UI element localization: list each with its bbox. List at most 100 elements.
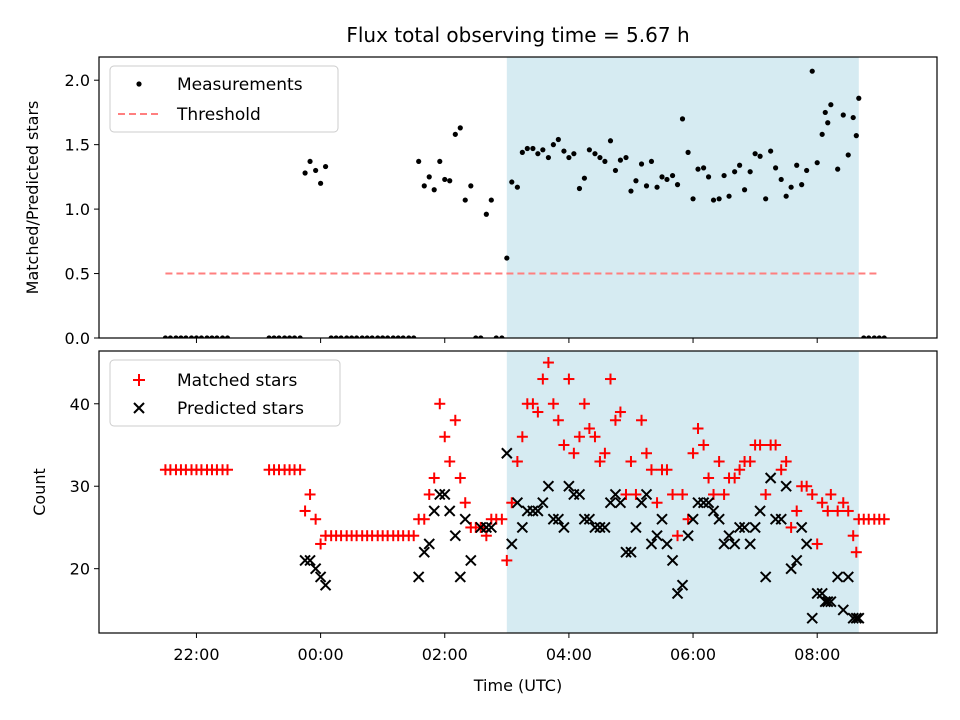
bottom-legend-box [109, 359, 341, 427]
matched-star-marker [842, 505, 854, 517]
legend-matched-label: Matched stars [177, 371, 297, 391]
matched-star-marker [418, 513, 430, 525]
predicted-star-marker [434, 488, 446, 501]
matched-star-marker [599, 447, 611, 459]
measurement-point [333, 335, 339, 338]
matched-star-marker [558, 439, 570, 451]
predicted-stars-points [299, 447, 865, 624]
matched-star-marker [310, 513, 322, 525]
measurement-point [297, 335, 303, 338]
measurement-point [483, 211, 489, 217]
matched-star-marker [630, 488, 642, 500]
measurement-point [442, 176, 448, 183]
measurement-point [752, 151, 758, 157]
matched-star-marker [687, 447, 699, 459]
measurement-point [783, 193, 789, 199]
matched-stars-points [159, 357, 890, 566]
matched-star-marker [692, 423, 704, 435]
matched-star-marker [299, 505, 311, 517]
measurement-point [710, 197, 717, 203]
chart-title: Flux total observing time = 5.67 h [346, 23, 689, 47]
measurement-point [431, 187, 437, 193]
predicted-star-marker [728, 538, 741, 550]
matched-star-marker [847, 530, 859, 542]
measurement-point [493, 335, 499, 338]
measurement-point [623, 154, 629, 161]
matched-star-marker [791, 505, 803, 517]
matched-star-marker [609, 414, 621, 426]
bottom-y-tick-label: 20 [70, 560, 90, 579]
measurement-point [856, 95, 862, 101]
predicted-star-marker [816, 587, 828, 600]
predicted-star-marker [480, 521, 493, 534]
measurement-point [219, 335, 226, 338]
predicted-star-marker [697, 497, 710, 509]
top-x-ticks [195, 338, 818, 343]
matched-star-marker [651, 497, 663, 509]
measurement-point [581, 175, 588, 181]
matched-star-marker [315, 538, 327, 550]
predicted-star-marker [609, 488, 622, 501]
predicted-star-marker [850, 612, 863, 624]
predicted-star-marker [449, 529, 462, 542]
predicted-star-marker [791, 554, 803, 567]
predicted-star-marker [309, 562, 322, 575]
measurement-point [369, 335, 375, 338]
measurement-point [416, 158, 422, 165]
predicted-star-marker [635, 497, 648, 509]
measurement-point [861, 335, 867, 338]
matched-star-marker [832, 505, 844, 517]
matched-star-marker [496, 513, 508, 525]
measurement-point [566, 154, 572, 161]
legend-measurements-marker [136, 81, 142, 87]
measurement-point [822, 109, 828, 116]
legend-threshold-label: Threshold [176, 105, 261, 125]
measurement-point [328, 335, 334, 338]
bottom-y-axis-label: Count [30, 468, 49, 516]
predicted-star-marker [614, 497, 627, 509]
measurement-point [462, 197, 468, 203]
matched-star-marker [640, 447, 652, 459]
x-axis-label: Time (UTC) [473, 676, 562, 695]
measurement-point [452, 131, 458, 137]
predicted-star-marker [620, 546, 632, 558]
bottom-legend: Matched stars Predicted stars [109, 359, 341, 427]
predicted-star-marker [853, 612, 865, 624]
matched-star-marker [511, 455, 523, 467]
matched-star-marker [552, 414, 564, 426]
predicted-star-marker [822, 595, 834, 608]
matched-star-marker [439, 431, 451, 443]
matched-star-marker [661, 464, 673, 476]
matched-star-marker [547, 398, 559, 410]
predicted-star-marker [645, 538, 658, 550]
predicted-star-marker [511, 497, 524, 509]
bottom-x-axis: 22:00 00:00 02:00 04:00 06:00 08:00 [173, 633, 840, 664]
predicted-star-marker [744, 538, 756, 550]
predicted-star-marker [573, 488, 586, 501]
measurement-point [555, 136, 561, 143]
predicted-star-marker [459, 513, 471, 525]
measurement-point [400, 335, 406, 338]
measurement-point [313, 167, 319, 174]
predicted-star-marker [418, 546, 430, 558]
matched-star-marker [780, 455, 792, 467]
matched-star-marker [801, 480, 813, 492]
top-y-tick-label: 1.0 [65, 200, 90, 219]
measurement-point [685, 149, 691, 155]
matched-star-marker [729, 472, 741, 484]
measurement-point [876, 335, 882, 338]
matched-star-marker [516, 431, 528, 443]
measurement-point [421, 183, 427, 189]
matched-star-marker [878, 513, 890, 525]
measurement-point [178, 335, 184, 338]
measurement-point [794, 162, 800, 168]
predicted-star-marker [542, 480, 555, 492]
predicted-star-marker [412, 571, 425, 583]
predicted-star-marker [795, 521, 808, 534]
predicted-star-marker [439, 488, 451, 501]
matched-star-marker [449, 414, 461, 426]
measurement-point [592, 151, 598, 157]
matched-star-marker [785, 521, 797, 533]
measurement-point [866, 335, 872, 338]
